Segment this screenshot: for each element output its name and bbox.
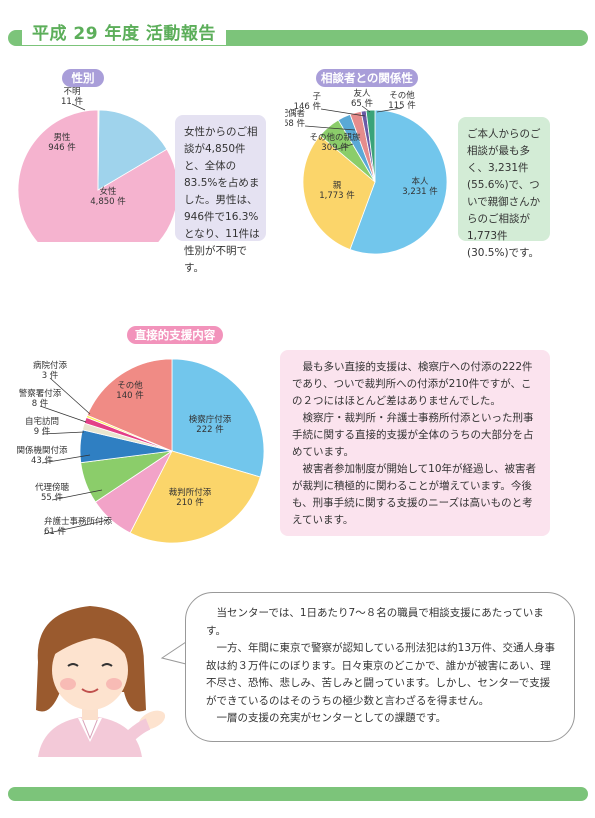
relation-slice-value: 168 件 bbox=[285, 118, 305, 129]
gender-slice-name: 女性 bbox=[99, 186, 117, 197]
gender-slice-name: 男性 bbox=[53, 132, 71, 143]
support-slice-name: 検察庁付添 bbox=[189, 414, 232, 425]
support-slice-value: 43 件 bbox=[31, 455, 54, 466]
support-slice-value: 9 件 bbox=[34, 426, 51, 437]
support-slice-name: 病院付添 bbox=[33, 360, 68, 371]
relation-slice-name: 配偶者 bbox=[285, 108, 305, 119]
relation-slice-name: 親 bbox=[333, 180, 342, 191]
gender-slice-value: 11 件 bbox=[61, 96, 84, 107]
gender-label: 性別 bbox=[62, 69, 104, 87]
support-slice-name: 裁判所付添 bbox=[169, 487, 212, 498]
page-title: 平成 29 年度 活動報告 bbox=[22, 23, 226, 45]
relation-label: 相談者との関係性 bbox=[316, 69, 418, 87]
relation-leader-line bbox=[376, 107, 403, 113]
relation-slice-6 bbox=[365, 109, 376, 183]
support-slice-value: 222 件 bbox=[196, 424, 224, 435]
relation-leader-line bbox=[361, 105, 371, 113]
relation-leader-line bbox=[334, 143, 354, 151]
support-slice-0 bbox=[171, 358, 265, 478]
relation-leader-line bbox=[320, 108, 366, 117]
support-slice-name: 警察署付添 bbox=[19, 388, 62, 399]
support-label: 直接的支援内容 bbox=[127, 326, 223, 344]
support-slice-name: 関係機関付添 bbox=[16, 445, 68, 456]
gender-slice-value: 946 件 bbox=[48, 142, 76, 153]
relation-slice-value: 309 件 bbox=[321, 142, 349, 153]
relation-slice-name: その他の親族 bbox=[309, 132, 361, 143]
support-leader-line bbox=[39, 405, 87, 423]
message-paragraph: 一方、年間に東京で警察が認知している刑法犯は約13万件、交通人身事故は約３万件に… bbox=[206, 642, 556, 707]
footer-bar bbox=[8, 787, 588, 801]
support-leader-line bbox=[41, 431, 85, 435]
support-slice-1 bbox=[129, 450, 261, 544]
relation-slice-1 bbox=[302, 134, 376, 251]
relation-slice-0 bbox=[349, 109, 448, 255]
support-slice-name: 弁護士事務所付添 bbox=[44, 516, 113, 527]
support-leader-line bbox=[43, 519, 109, 535]
support-paragraph: 最も多い直接的支援は、検察庁への付添の222件であり、ついで裁判所への付添が21… bbox=[292, 361, 533, 407]
message-paragraph: 当センターでは、1日あたり7～８名の職員で相談支援にあたっています。 bbox=[206, 607, 544, 637]
support-leader-line bbox=[49, 377, 91, 415]
message-paragraph: 一層の支援の充実がセンターとしての課題です。 bbox=[216, 712, 447, 724]
support-paragraph: 被害者参加制度が開始して10年が経過し、被害者が裁判に積極的に関わることが増えて… bbox=[292, 463, 537, 526]
relation-slice-name: その他 bbox=[389, 90, 415, 101]
relation-slice-name: 子 bbox=[312, 92, 321, 102]
relation-slice-value: 1,773 件 bbox=[319, 190, 355, 201]
support-slice-value: 210 件 bbox=[176, 497, 204, 508]
gender-slice-name: 不明 bbox=[63, 87, 80, 97]
relation-slice-value: 3,231 件 bbox=[402, 186, 438, 197]
support-slice-value: 8 件 bbox=[32, 398, 49, 409]
support-leader-line bbox=[41, 454, 91, 464]
support-slice-value: 3 件 bbox=[42, 370, 59, 381]
support-slice-value: 55 件 bbox=[41, 492, 64, 503]
support-leader-line bbox=[51, 489, 103, 501]
relation-slice-value: 65 件 bbox=[351, 98, 374, 109]
gender-slice-1 bbox=[97, 109, 168, 191]
gender-slice-2 bbox=[97, 109, 100, 191]
relation-slice-name: 友人 bbox=[353, 88, 371, 99]
gender-description: 女性からのご相談が4,850件と、全体の83.5%を占めました。男性は、946件… bbox=[175, 115, 266, 274]
staff-character-illustration bbox=[36, 606, 166, 757]
relation-slice-value: 146 件 bbox=[294, 101, 322, 112]
relation-slice-name: 本人 bbox=[411, 176, 429, 187]
support-slice-value: 61 件 bbox=[44, 526, 67, 537]
support-description: 最も多い直接的支援は、検察庁への付添の222件であり、ついで裁判所への付添が21… bbox=[280, 350, 550, 536]
support-slice-name: その他 bbox=[117, 380, 143, 391]
relation-leader-line bbox=[304, 125, 356, 131]
support-paragraph: 検察庁・裁判所・弁護士事務所付添といった刑事手続に関する直接的支援が全体のうちの… bbox=[292, 412, 534, 458]
gender-slice-value: 4,850 件 bbox=[90, 196, 126, 207]
support-slice-name: 代理傍聴 bbox=[35, 482, 70, 493]
relation-slice-value: 115 件 bbox=[388, 100, 416, 111]
speech-bubble: 当センターでは、1日あたり7～８名の職員で相談支援にあたっています。 一方、年間… bbox=[185, 592, 575, 742]
support-slice-name: 自宅訪問 bbox=[25, 416, 59, 427]
support-slice-value: 140 件 bbox=[116, 390, 144, 401]
support-slice-8 bbox=[86, 358, 173, 452]
gender-leader-line bbox=[71, 103, 86, 111]
relation-description: ご本人からのご相談が最も多く、3,231件(55.6%)で、ついで親御さんからの… bbox=[458, 117, 550, 259]
